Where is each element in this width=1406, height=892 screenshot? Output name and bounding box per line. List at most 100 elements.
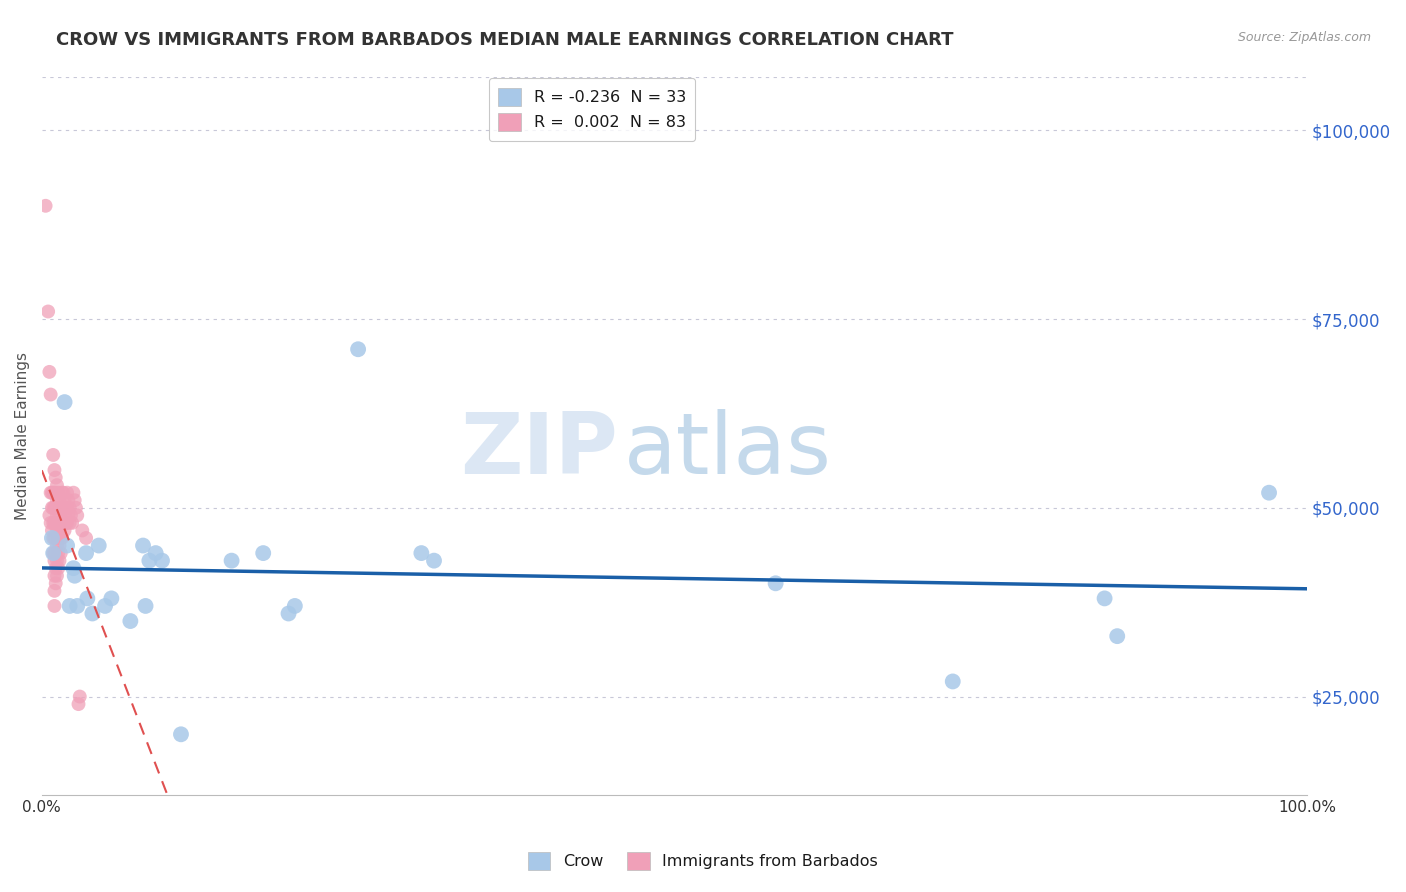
Point [45, 516, 67, 530]
Point [53, 508, 76, 523]
Point [39, 516, 62, 530]
Point [46, 568, 69, 582]
Point [150, 554, 173, 568]
Point [53, 524, 76, 538]
Point [94, 599, 117, 613]
Point [44, 583, 66, 598]
Point [765, 576, 787, 591]
Point [48, 493, 70, 508]
Point [48, 524, 70, 538]
Point [44, 485, 66, 500]
Point [38, 365, 60, 379]
Point [37, 304, 59, 318]
Point [72, 524, 94, 538]
Point [284, 599, 307, 613]
Point [100, 591, 122, 606]
Point [942, 674, 965, 689]
Point [58, 508, 80, 523]
Point [56, 516, 79, 530]
Point [46, 508, 69, 523]
Point [58, 493, 80, 508]
Point [44, 554, 66, 568]
Point [46, 478, 69, 492]
Point [221, 554, 243, 568]
Point [56, 500, 79, 515]
Point [38, 508, 60, 523]
Point [51, 516, 73, 530]
Point [59, 516, 82, 530]
Point [49, 531, 72, 545]
Point [138, 554, 160, 568]
Point [46, 531, 69, 545]
Point [59, 599, 82, 613]
Point [66, 599, 89, 613]
Point [48, 554, 70, 568]
Point [63, 568, 86, 582]
Point [49, 516, 72, 530]
Point [48, 508, 70, 523]
Point [56, 485, 79, 500]
Point [423, 554, 446, 568]
Point [75, 531, 97, 545]
Point [39, 387, 62, 401]
Point [49, 500, 72, 515]
Point [48, 539, 70, 553]
Point [56, 539, 79, 553]
Text: ZIP: ZIP [460, 409, 617, 491]
Point [46, 493, 69, 508]
Point [34, 199, 56, 213]
Text: atlas: atlas [624, 409, 832, 491]
Point [59, 500, 82, 515]
Point [44, 568, 66, 582]
Point [46, 524, 69, 538]
Point [51, 531, 73, 545]
Point [55, 516, 77, 530]
Point [53, 493, 76, 508]
Point [45, 546, 67, 560]
Point [46, 485, 69, 500]
Point [62, 561, 84, 575]
Point [44, 500, 66, 515]
Point [66, 508, 89, 523]
Point [51, 485, 73, 500]
Text: Source: ZipAtlas.com: Source: ZipAtlas.com [1237, 31, 1371, 45]
Point [44, 599, 66, 613]
Point [62, 485, 84, 500]
Point [63, 493, 86, 508]
Point [132, 539, 155, 553]
Point [46, 516, 69, 530]
Point [42, 516, 65, 530]
Point [42, 500, 65, 515]
Point [45, 500, 67, 515]
Point [44, 516, 66, 530]
Point [46, 554, 69, 568]
Point [45, 485, 67, 500]
Legend: R = -0.236  N = 33, R =  0.002  N = 83: R = -0.236 N = 33, R = 0.002 N = 83 [489, 78, 696, 141]
Point [39, 485, 62, 500]
Point [76, 591, 98, 606]
Point [42, 448, 65, 462]
Point [60, 516, 83, 530]
Point [170, 727, 193, 741]
Point [145, 546, 167, 560]
Point [52, 500, 75, 515]
Point [45, 470, 67, 484]
Point [42, 546, 65, 560]
Point [65, 500, 87, 515]
Point [45, 576, 67, 591]
Point [42, 485, 65, 500]
Point [411, 546, 433, 560]
Point [55, 500, 77, 515]
Point [46, 546, 69, 560]
Text: CROW VS IMMIGRANTS FROM BARBADOS MEDIAN MALE EARNINGS CORRELATION CHART: CROW VS IMMIGRANTS FROM BARBADOS MEDIAN … [56, 31, 953, 49]
Point [44, 531, 66, 545]
Point [52, 485, 75, 500]
Point [44, 463, 66, 477]
Point [46, 539, 69, 553]
Point [51, 500, 73, 515]
Point [67, 697, 90, 711]
Point [347, 343, 370, 357]
Point [1107, 629, 1129, 643]
Point [1094, 591, 1116, 606]
Point [45, 531, 67, 545]
